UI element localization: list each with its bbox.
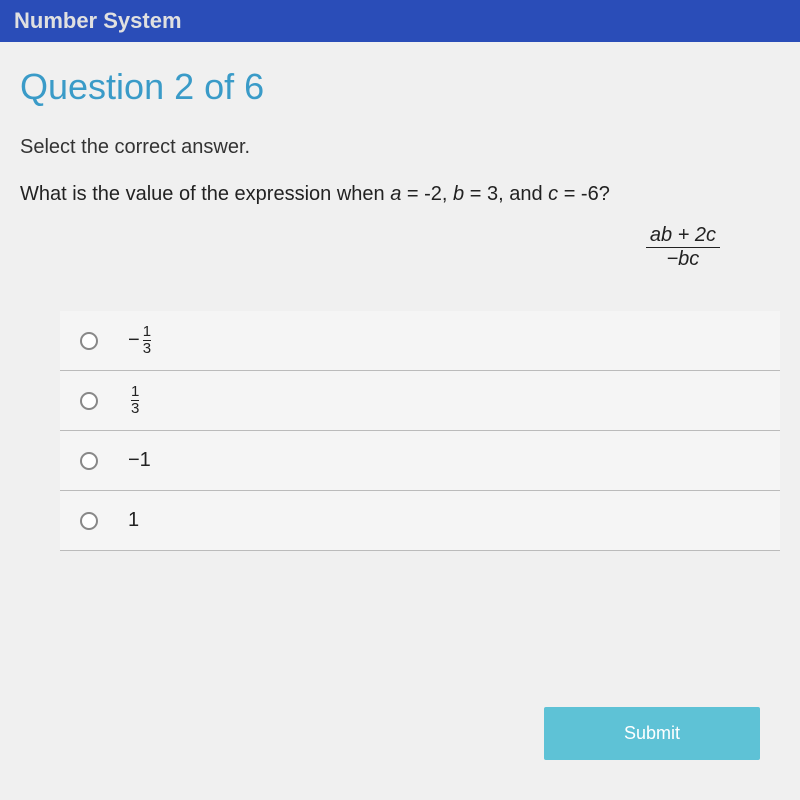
expression-fraction: ab + 2c −bc bbox=[646, 224, 720, 271]
expression-denominator: −bc bbox=[646, 247, 720, 271]
option-2-label: 1 3 bbox=[128, 384, 139, 417]
radio-icon bbox=[80, 452, 98, 470]
radio-icon bbox=[80, 512, 98, 530]
submit-button[interactable]: Submit bbox=[544, 707, 760, 760]
var-b: b bbox=[453, 183, 464, 205]
submit-area: Submit bbox=[544, 707, 760, 760]
instruction-text: Select the correct answer. bbox=[20, 136, 780, 159]
option-3-label: −1 bbox=[128, 449, 151, 472]
var-a: a bbox=[390, 183, 401, 205]
question-number-heading: Question 2 of 6 bbox=[20, 66, 780, 108]
option-2[interactable]: 1 3 bbox=[60, 371, 780, 431]
option-1-label: − 1 3 bbox=[128, 324, 151, 357]
question-panel: Question 2 of 6 Select the correct answe… bbox=[0, 42, 800, 800]
option-4-label: 1 bbox=[128, 509, 139, 532]
expression-numerator: ab + 2c bbox=[646, 224, 720, 247]
option-1[interactable]: − 1 3 bbox=[60, 311, 780, 371]
answer-options: − 1 3 1 3 −1 1 bbox=[60, 311, 780, 551]
radio-icon bbox=[80, 332, 98, 350]
option-3[interactable]: −1 bbox=[60, 431, 780, 491]
option-4[interactable]: 1 bbox=[60, 491, 780, 551]
lesson-header: Number System bbox=[0, 0, 800, 42]
question-prompt: What is the value of the expression when… bbox=[20, 183, 780, 206]
prompt-text: What is the value of the expression when bbox=[20, 183, 390, 205]
radio-icon bbox=[80, 392, 98, 410]
expression-display: ab + 2c −bc bbox=[20, 224, 780, 271]
lesson-title: Number System bbox=[14, 8, 182, 33]
var-c: c bbox=[548, 183, 558, 205]
